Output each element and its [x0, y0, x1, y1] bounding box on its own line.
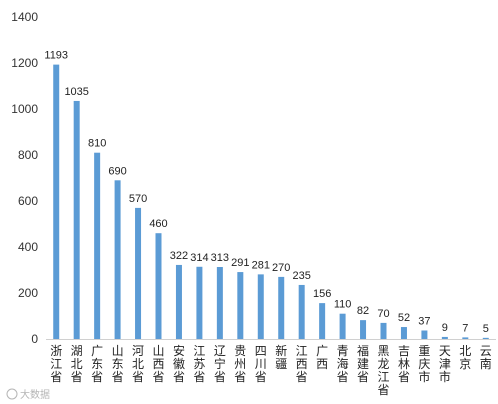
x-tick-label: 天津市: [439, 344, 451, 384]
x-tick-label: 河北省: [132, 344, 144, 384]
x-tick-label: 辽宁省: [214, 344, 226, 384]
data-label: 460: [149, 218, 167, 230]
data-label: 110: [334, 299, 352, 311]
bar: [441, 336, 448, 339]
y-tick-label: 0: [31, 332, 38, 346]
x-tick-label: 浙江省: [50, 344, 62, 384]
bar: [298, 284, 305, 339]
data-label: 82: [357, 305, 369, 317]
bars: [53, 64, 489, 340]
data-label: 1193: [44, 50, 68, 62]
x-tick-label: 四川省: [255, 344, 267, 384]
x-tick-label: 安徽省: [173, 343, 185, 384]
data-label: 270: [272, 262, 290, 274]
y-tick-label: 800: [18, 148, 38, 162]
x-tick-label: 云南: [480, 344, 492, 371]
data-label: 690: [108, 165, 126, 177]
x-tick-label: 青海省: [337, 344, 349, 384]
bar: [73, 100, 80, 339]
bar: [94, 152, 101, 339]
data-label: 5: [483, 323, 489, 335]
x-axis: 浙江省湖北省广东省山东省河北省山西省安徽省江苏省辽宁省贵州省四川省新疆江西省广西…: [46, 339, 496, 397]
bar: [421, 330, 428, 339]
y-axis: 0 200 400 600 800 1000 1200 1400: [11, 10, 38, 346]
data-label: 7: [462, 322, 468, 334]
data-label: 37: [418, 315, 430, 327]
data-label: 291: [231, 257, 249, 269]
bar: [114, 180, 121, 339]
x-tick-label: 黑龙江省: [377, 344, 389, 397]
bar: [319, 303, 326, 339]
watermark-logo: 大数据: [6, 388, 50, 401]
x-tick-label: 重庆市: [418, 344, 430, 384]
x-tick-label: 贵州省: [234, 344, 246, 384]
x-tick-label: 山东省: [112, 344, 124, 384]
bar: [135, 207, 142, 339]
y-tick-label: 1200: [11, 56, 38, 70]
bar: [278, 276, 285, 339]
bar: [155, 233, 162, 339]
x-tick-label: 江苏省: [193, 344, 205, 384]
x-tick-label: 山西省: [152, 344, 164, 384]
x-tick-label: 广西: [316, 344, 328, 371]
bar: [237, 272, 244, 339]
bar: [339, 313, 346, 339]
bar: [196, 266, 203, 339]
bar: [400, 327, 407, 339]
x-tick-label: 北京: [459, 344, 471, 371]
y-tick-label: 600: [18, 194, 38, 208]
bar: [360, 320, 367, 339]
bar: [175, 264, 182, 339]
data-label: 322: [170, 250, 188, 262]
data-label: 156: [313, 288, 331, 300]
bar: [482, 337, 489, 339]
data-label: 570: [129, 193, 147, 205]
bar: [462, 337, 469, 339]
data-label: 70: [377, 308, 389, 320]
data-label: 9: [442, 322, 448, 334]
x-tick-label: 江西省: [296, 344, 308, 384]
y-tick-label: 400: [18, 240, 38, 254]
data-label: 810: [88, 138, 106, 150]
svg-text:大数据: 大数据: [20, 388, 50, 401]
x-tick-label: 吉林省: [398, 344, 410, 384]
data-label: 314: [190, 252, 208, 264]
y-tick-label: 200: [18, 286, 38, 300]
data-label: 313: [211, 252, 229, 264]
x-tick-label: 福建省: [357, 343, 369, 384]
data-label: 235: [293, 270, 311, 282]
data-label: 52: [398, 312, 410, 324]
y-tick-label: 1000: [11, 102, 38, 116]
bar: [53, 64, 60, 340]
bar: [380, 322, 387, 339]
bar: [216, 267, 223, 339]
x-tick-label: 新疆: [275, 343, 287, 371]
y-tick-label: 1400: [11, 10, 38, 24]
bar: [257, 274, 264, 339]
data-label: 281: [252, 259, 270, 271]
data-label: 1035: [64, 86, 88, 98]
x-tick-label: 湖北省: [71, 343, 83, 384]
x-tick-label: 广东省: [91, 344, 103, 384]
